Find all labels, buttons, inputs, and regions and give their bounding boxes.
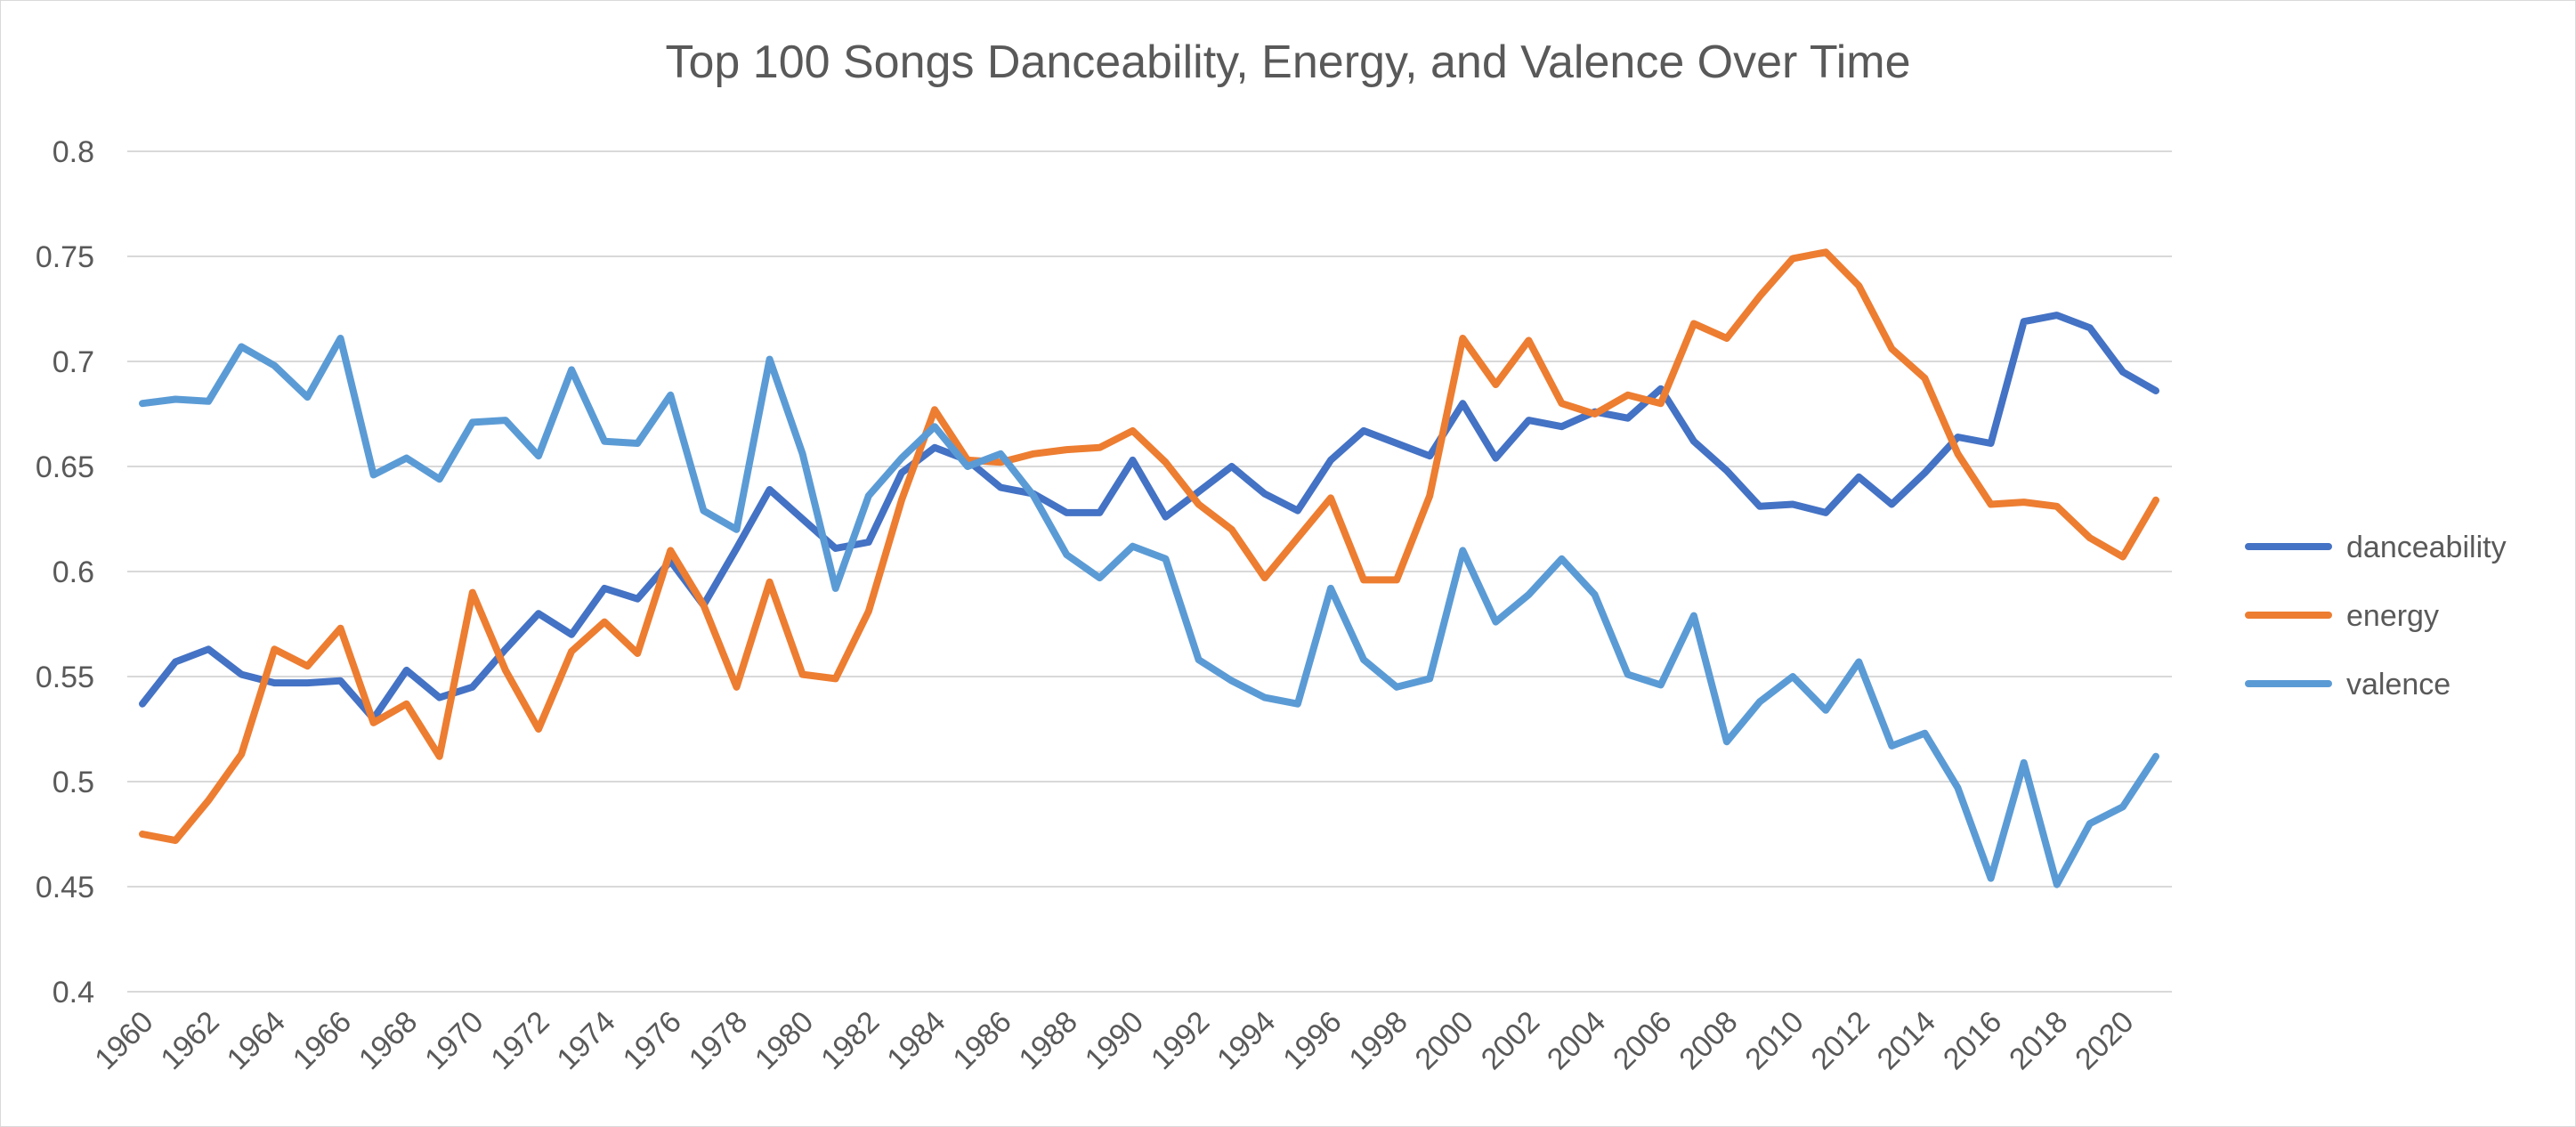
x-tick-label: 2020 <box>2069 1005 2140 1076</box>
x-tick-label: 1998 <box>1342 1005 1414 1076</box>
y-tick-label: 0.6 <box>53 555 94 589</box>
y-tick-label: 0.45 <box>36 871 94 904</box>
x-tick-label: 1974 <box>550 1005 621 1076</box>
x-tick-label: 1982 <box>814 1005 886 1076</box>
x-tick-label: 1996 <box>1276 1005 1348 1076</box>
y-tick-label: 0.65 <box>36 450 94 484</box>
x-tick-label: 2012 <box>1805 1005 1876 1076</box>
x-tick-label: 1972 <box>484 1005 555 1076</box>
legend: danceability energy valence <box>2245 531 2507 701</box>
x-tick-label: 2008 <box>1673 1005 1744 1076</box>
x-tick-label: 1962 <box>154 1005 225 1076</box>
x-tick-label: 2014 <box>1871 1005 1942 1076</box>
gridlines <box>127 150 2172 993</box>
y-tick-label: 0.7 <box>53 345 94 379</box>
x-tick-label: 1960 <box>88 1005 159 1076</box>
x-tick-label: 1980 <box>749 1005 820 1076</box>
x-tick-label: 1990 <box>1079 1005 1150 1076</box>
x-tick-label: 1966 <box>287 1005 358 1076</box>
y-tick-label: 0.55 <box>36 661 94 694</box>
x-tick-label: 1988 <box>1013 1005 1084 1076</box>
y-tick-label: 0.5 <box>53 766 94 799</box>
x-tick-label: 2018 <box>2003 1005 2074 1076</box>
x-tick-label: 2016 <box>1937 1005 2008 1076</box>
y-axis: 0.4 0.45 0.5 0.55 0.6 0.65 0.7 0.75 0.8 <box>36 135 94 1009</box>
x-tick-label: 1970 <box>418 1005 490 1076</box>
x-tick-label: 2002 <box>1475 1005 1546 1076</box>
series-line-valence <box>139 335 2159 888</box>
x-tick-label: 1986 <box>946 1005 1017 1076</box>
x-tick-label: 2004 <box>1541 1005 1612 1076</box>
x-tick-label: 1992 <box>1145 1005 1216 1076</box>
x-tick-label: 2000 <box>1409 1005 1480 1076</box>
x-tick-label: 2006 <box>1607 1005 1678 1076</box>
legend-label-danceability: danceability <box>2346 531 2507 564</box>
series-line-energy <box>139 248 2159 845</box>
x-tick-label: 1964 <box>221 1005 292 1076</box>
y-tick-label: 0.8 <box>53 135 94 169</box>
series-line-danceability <box>139 312 2159 723</box>
x-tick-label: 1968 <box>352 1005 424 1076</box>
legend-label-valence: valence <box>2346 668 2450 701</box>
series-lines <box>139 248 2159 888</box>
x-tick-label: 1976 <box>617 1005 688 1076</box>
x-axis: 1960196219641966196819701972197419761978… <box>88 1005 2140 1076</box>
y-tick-label: 0.75 <box>36 240 94 274</box>
x-tick-label: 1978 <box>683 1005 754 1076</box>
x-tick-label: 1984 <box>880 1005 952 1076</box>
x-tick-label: 2010 <box>1738 1005 1810 1076</box>
chart-title: Top 100 Songs Danceability, Energy, and … <box>665 36 1911 88</box>
x-tick-label: 1994 <box>1211 1005 1282 1076</box>
y-tick-label: 0.4 <box>53 976 94 1009</box>
legend-label-energy: energy <box>2346 599 2439 633</box>
